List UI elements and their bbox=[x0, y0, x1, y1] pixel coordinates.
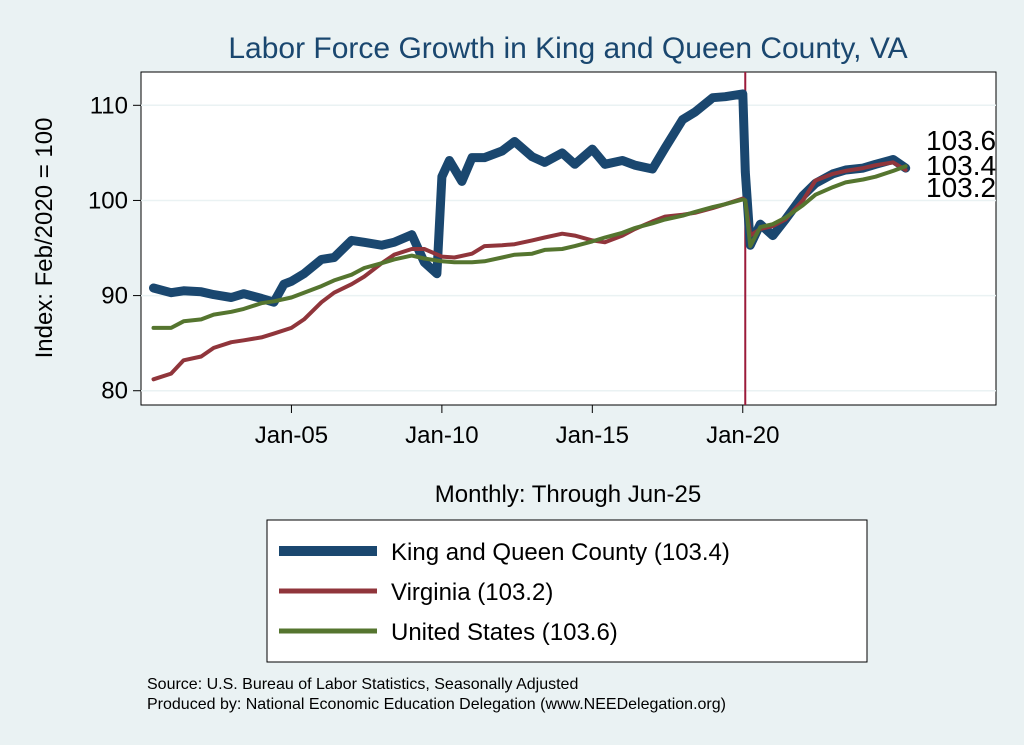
y-axis-title: Index: Feb/2020 = 100 bbox=[31, 118, 58, 359]
end-label-0: 103.6 bbox=[926, 125, 996, 156]
plot-area bbox=[140, 71, 997, 406]
x-tick-label: Jan-20 bbox=[706, 422, 779, 449]
x-axis-title: Monthly: Through Jun-25 bbox=[435, 481, 701, 508]
series-lines bbox=[149, 89, 911, 382]
series-line-2 bbox=[151, 164, 908, 330]
x-axis-ticks: Jan-05 Jan-10 Jan-15 Jan-20 bbox=[255, 405, 779, 449]
y-tick-label: 100 bbox=[88, 187, 128, 214]
y-axis-ticks: 80 90 100 110 bbox=[88, 92, 141, 405]
series-line-0 bbox=[149, 89, 911, 307]
end-label-1: 103.4 bbox=[926, 150, 996, 181]
legend-label-2: United States (103.6) bbox=[391, 619, 618, 646]
end-label-2: 103.2 bbox=[926, 172, 996, 203]
x-tick-label: Jan-05 bbox=[255, 422, 328, 449]
chart-title: Labor Force Growth in King and Queen Cou… bbox=[228, 32, 907, 65]
y-tick-label: 90 bbox=[101, 283, 128, 310]
source-line: Source: U.S. Bureau of Labor Statistics,… bbox=[147, 676, 578, 693]
x-tick-label: Jan-10 bbox=[405, 422, 478, 449]
y-tick-label: 110 bbox=[90, 92, 128, 119]
x-tick-label: Jan-15 bbox=[556, 422, 629, 449]
legend-label-1: Virginia (103.2) bbox=[391, 579, 553, 606]
legend-label-0: King and Queen County (103.4) bbox=[391, 539, 730, 566]
producer-line: Produced by: National Economic Education… bbox=[147, 696, 726, 713]
gridlines bbox=[141, 104, 996, 392]
legend: King and Queen County (103.4) Virginia (1… bbox=[266, 519, 868, 663]
y-tick-label: 80 bbox=[101, 378, 128, 405]
